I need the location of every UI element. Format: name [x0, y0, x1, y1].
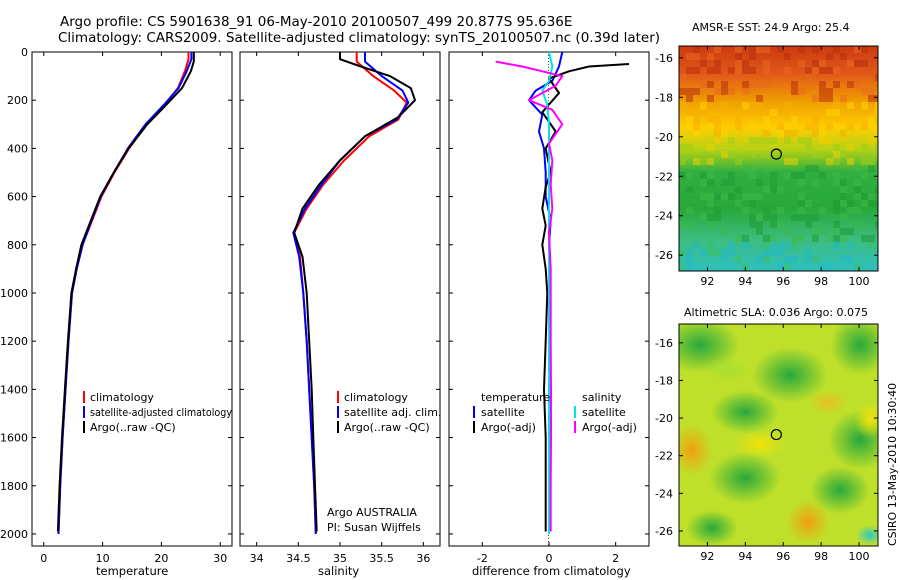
legend-diff-sal-argo: Argo(-adj)	[582, 421, 637, 434]
salinity-lines	[292, 52, 416, 535]
salinity-xlabel: salinity	[318, 564, 359, 578]
sla-heatmap	[679, 324, 878, 546]
difference-xlabel: difference from climatology	[472, 564, 631, 578]
legend-diff-temp-satellite: satellite	[481, 406, 525, 419]
sla-argo-location-marker	[770, 428, 782, 441]
temperature-xtick-label: 20	[154, 552, 168, 565]
temperature-ytick-label: 2000	[0, 528, 28, 541]
amsr-e-sst-ytick-label: -22	[655, 170, 673, 183]
salinity-panel: 34 34.5 35 35.5 36 salinity climatology sate…	[239, 51, 441, 578]
legend-temperature-heading: temperature	[481, 391, 550, 404]
altimetric-sla-xtick-label: 92	[700, 550, 714, 563]
legend-argo: Argo(..raw -QC)	[90, 421, 176, 434]
series-salinity-satellite	[541, 51, 554, 534]
sla-map-axes	[678, 323, 879, 547]
temperature-ytick-label: 0	[21, 46, 28, 59]
difference-from-climatology-xtick-label: 2	[612, 552, 619, 565]
sst-map-ticks: 92 94 96 98 100 -16 -18 -20 -22 -24 -26	[655, 46, 878, 288]
altimetric-sla-ytick-label: -26	[655, 525, 673, 538]
salinity-xtick-label: 35.5	[369, 552, 394, 565]
salinity-axes	[239, 51, 441, 547]
legend-diff-temp-argo: Argo(-adj)	[481, 421, 536, 434]
title-line-1: Argo profile: CS 5901638_91 06-May-2010 …	[60, 14, 572, 30]
sst-map-panel: AMSR-E SST: 24.9 Argo: 25.4 92 94 96 98 100 -…	[655, 21, 879, 288]
temperature-ticks: 0 10 20 30 0 200 400 600 800 1000 1200 1400 1600 1800…	[0, 46, 232, 565]
temperature-xtick-label: 30	[213, 552, 227, 565]
altimetric-sla-ytick-label: -24	[655, 487, 673, 500]
altimetric-sla-ytick-label: -16	[655, 337, 673, 350]
legend-salinity-heading: salinity	[582, 391, 622, 404]
altimetric-sla-ytick-label: -18	[655, 374, 673, 387]
credit-argo-australia: Argo AUSTRALIA	[327, 506, 417, 519]
temperature-ytick-label: 400	[7, 142, 28, 155]
altimetric-sla-xtick-label: 94	[738, 550, 752, 563]
sst-argo-location-marker	[770, 148, 782, 160]
altimetric-sla-ytick-label: -20	[655, 412, 673, 425]
legend-sal-argo: Argo(..raw -QC)	[344, 421, 430, 434]
temperature-xtick-label: 0	[40, 552, 47, 565]
temperature-xtick-label: 10	[96, 552, 110, 565]
temperature-ytick-label: 800	[7, 239, 28, 252]
series-salinity-argo-adj	[495, 60, 564, 532]
temperature-ytick-label: 1600	[0, 432, 28, 445]
amsr-e-sst-ytick-label: -24	[655, 210, 673, 223]
altimetric-sla-xtick-label: 100	[849, 550, 870, 563]
amsr-e-sst-ytick-label: -16	[655, 52, 673, 65]
temperature-xlabel: temperature	[96, 564, 168, 578]
credit-pi: PI: Susan Wijffels	[327, 521, 421, 534]
salinity-legend: climatology satellite adj. clim. Argo(..…	[337, 391, 441, 434]
temperature-ytick-label: 600	[7, 191, 28, 204]
salinity-xtick-label: 36	[416, 552, 430, 565]
sst-map-title: AMSR-E SST: 24.9 Argo: 25.4	[692, 21, 850, 34]
sla-map-title: Altimetric SLA: 0.036 Argo: 0.075	[684, 306, 868, 319]
temperature-ytick-label: 200	[7, 94, 28, 107]
salinity-ticks: 34 34.5 35 35.5 36	[240, 51, 440, 565]
title-line-2: Climatology: CARS2009. Satellite-adjuste…	[58, 30, 660, 46]
difference-lines	[495, 51, 630, 534]
series-temperature-argo-adj	[541, 63, 630, 532]
legend-sal-climatology: climatology	[344, 391, 408, 404]
series-argo-raw-qc	[293, 52, 416, 532]
legend-sal-satellite: satellite adj. clim.	[344, 406, 441, 419]
temperature-ytick-label: 1000	[0, 287, 28, 300]
salinity-xtick-label: 35	[333, 552, 347, 565]
salinity-xtick-label: 34.5	[286, 552, 311, 565]
amsr-e-sst-ytick-label: -20	[655, 131, 673, 144]
legend-climatology: climatology	[90, 391, 154, 404]
difference-from-climatology-xtick-label: -2	[477, 552, 488, 565]
footer-credit: CSIRO 13-May-2010 10:30:40	[886, 383, 899, 546]
difference-from-climatology-xtick-label: 0	[546, 552, 553, 565]
temperature-ytick-label: 1400	[0, 383, 28, 396]
altimetric-sla-xtick-label: 98	[814, 550, 828, 563]
temperature-ytick-label: 1800	[0, 480, 28, 493]
temperature-legend: climatology satellite-adjusted climatolo…	[83, 391, 232, 434]
sst-heatmap	[679, 46, 878, 271]
difference-legend: temperature satellite Argo(-adj) salinit…	[473, 391, 637, 434]
sla-map-panel: Altimetric SLA: 0.036 Argo: 0.075 92 94 96…	[655, 306, 879, 563]
altimetric-sla-xtick-label: 96	[776, 550, 790, 563]
legend-diff-sal-satellite: satellite	[582, 406, 626, 419]
series-argo-raw-qc	[56, 52, 195, 532]
temperature-ytick-label: 1200	[0, 335, 28, 348]
sla-map-ticks: 92 94 96 98 100 -16 -18 -20 -22 -24 -26	[655, 324, 878, 563]
temperature-panel: 0 10 20 30 0 200 400 600 800 1000 1200 1400 1600 1800…	[0, 46, 233, 578]
series-satellite-adj-clim	[292, 52, 410, 535]
amsr-e-sst-xtick-label: 96	[776, 275, 790, 288]
amsr-e-sst-ytick-label: -18	[655, 91, 673, 104]
temperature-axes	[31, 51, 233, 547]
temperature-lines	[56, 52, 195, 535]
altimetric-sla-ytick-label: -22	[655, 450, 673, 463]
amsr-e-sst-xtick-label: 100	[849, 275, 870, 288]
amsr-e-sst-xtick-label: 94	[738, 275, 752, 288]
amsr-e-sst-xtick-label: 92	[700, 275, 714, 288]
sst-map-axes	[678, 45, 879, 272]
difference-panel: -2 0 2 difference from climatology tempera…	[448, 51, 650, 578]
legend-satellite-adjusted: satellite-adjusted climatology	[90, 406, 232, 419]
amsr-e-sst-ytick-label: -26	[655, 249, 673, 262]
salinity-xtick-label: 34	[250, 552, 264, 565]
amsr-e-sst-xtick-label: 98	[814, 275, 828, 288]
